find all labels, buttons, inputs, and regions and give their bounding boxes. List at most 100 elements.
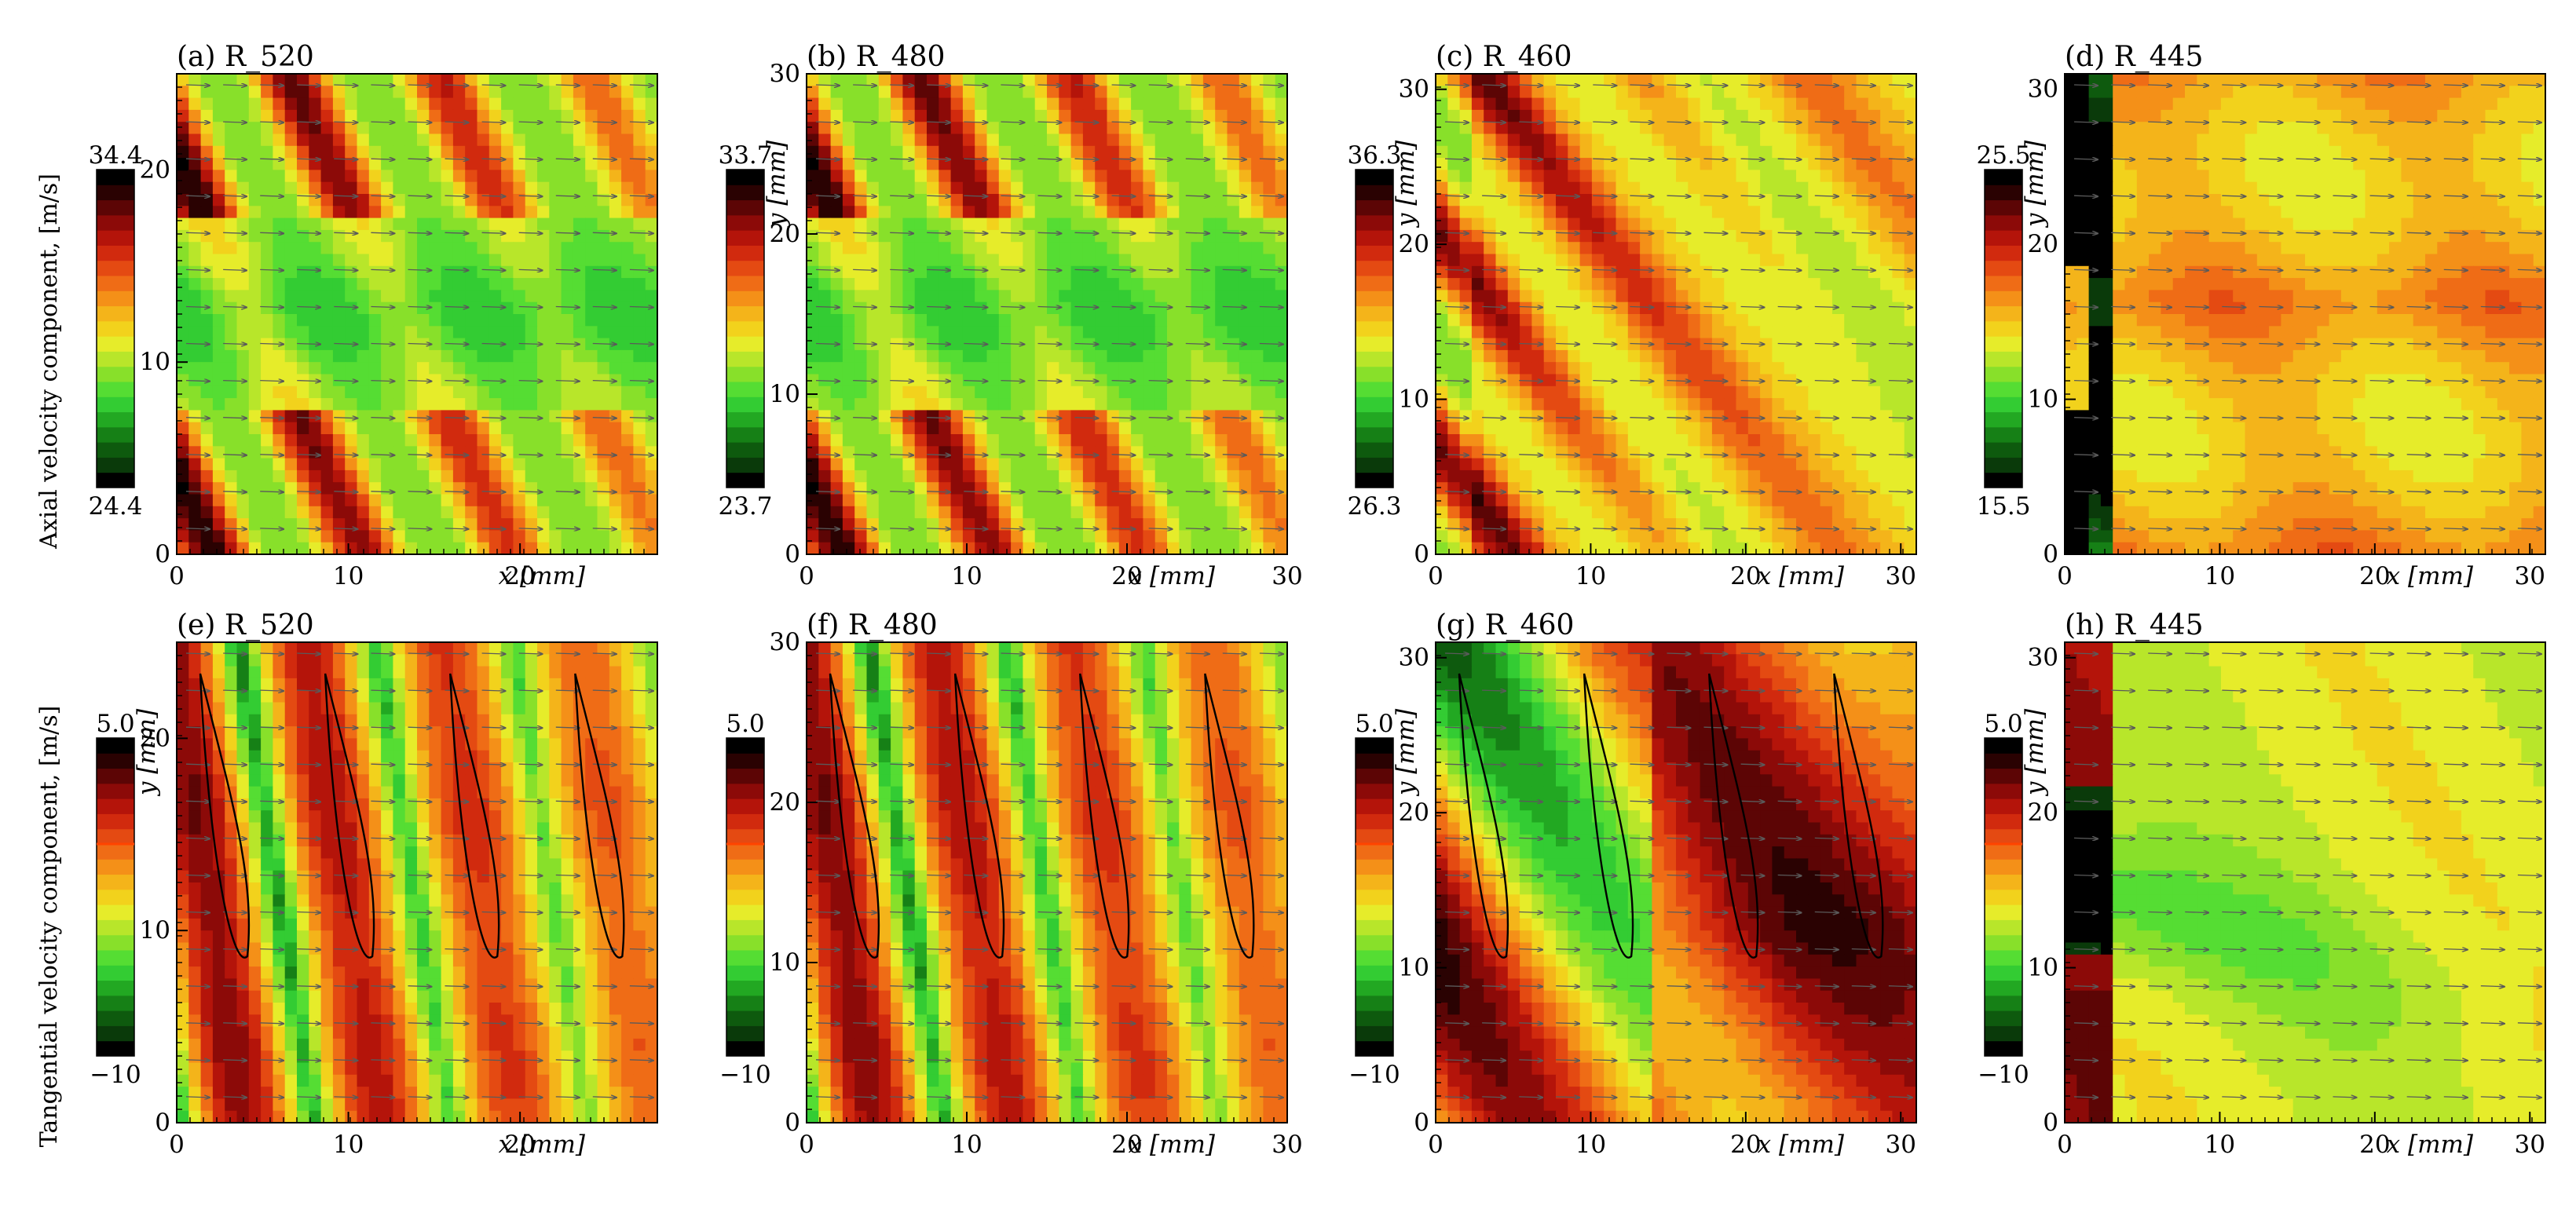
- heatmap-cell: [1191, 170, 1204, 182]
- heatmap-cell: [1796, 110, 1809, 122]
- heatmap-cell: [818, 218, 831, 231]
- heatmap-cell: [1083, 74, 1096, 86]
- heatmap-cell: [1531, 134, 1544, 147]
- heatmap-cell: [1820, 122, 1833, 134]
- heatmap-cell: [1868, 398, 1881, 411]
- heatmap-cell: [489, 506, 502, 519]
- heatmap-cell: [1880, 386, 1893, 399]
- heatmap-cell: [309, 74, 321, 86]
- heatmap-cell: [1676, 398, 1689, 411]
- heatmap-cell: [843, 446, 855, 459]
- heatmap-cell: [927, 122, 939, 134]
- heatmap-cell: [249, 86, 262, 98]
- heatmap-cell: [1179, 146, 1191, 159]
- heatmap-cell: [1143, 530, 1155, 543]
- heatmap-cell: [369, 482, 382, 495]
- heatmap-cell: [1484, 170, 1496, 182]
- heatmap-cell: [489, 362, 502, 374]
- heatmap-cell: [1095, 434, 1107, 447]
- heatmap-cell: [915, 410, 928, 422]
- heatmap-cell: [297, 122, 309, 134]
- heatmap-cell: [309, 98, 321, 111]
- heatmap-cell: [453, 218, 466, 231]
- heatmap-cell: [939, 530, 951, 543]
- heatmap-cell: [381, 362, 393, 374]
- heatmap-cell: [621, 122, 634, 134]
- heatmap-cell: [1167, 206, 1180, 218]
- heatmap-cell: [902, 326, 915, 338]
- heatmap-cell: [429, 350, 441, 363]
- heatmap-cell: [598, 242, 610, 254]
- heatmap-cell: [1047, 530, 1059, 543]
- heatmap-cell: [1796, 422, 1809, 435]
- heatmap-cell: [1580, 302, 1593, 315]
- heatmap-cell: [405, 146, 418, 159]
- heatmap-cell: [1107, 338, 1120, 351]
- heatmap-cell: [333, 242, 346, 254]
- heatmap-cell: [609, 482, 622, 495]
- heatmap-cell: [1143, 278, 1155, 290]
- heatmap-cell: [1023, 98, 1035, 111]
- heatmap-cell: [381, 290, 393, 302]
- heatmap-cell: [963, 182, 975, 195]
- heatmap-cell: [1155, 110, 1168, 122]
- heatmap-cell: [1011, 314, 1023, 327]
- heatmap-cell: [213, 110, 225, 122]
- heatmap-cell: [1095, 362, 1107, 374]
- heatmap-cell: [1460, 230, 1473, 243]
- heatmap-cell: [297, 326, 309, 338]
- heatmap-cell: [1592, 206, 1605, 218]
- heatmap-cell: [1628, 86, 1641, 98]
- heatmap-cell: [1905, 170, 1917, 182]
- y-tick-label: 20: [140, 155, 170, 184]
- heatmap-cell: [1035, 470, 1048, 483]
- heatmap-cell: [1203, 74, 1216, 86]
- heatmap-cell: [1251, 278, 1264, 290]
- heatmap-cell: [393, 459, 405, 471]
- heatmap-cell: [1083, 242, 1096, 254]
- heatmap-cell: [1905, 350, 1917, 363]
- heatmap-cell: [357, 266, 370, 279]
- heatmap-cell: [1215, 434, 1228, 447]
- heatmap-cell: [417, 422, 430, 435]
- heatmap-cell: [1676, 170, 1689, 182]
- heatmap-cell: [1796, 122, 1809, 134]
- heatmap-cell: [1712, 398, 1725, 411]
- heatmap-cell: [1095, 302, 1107, 315]
- heatmap-cell: [1155, 543, 1168, 555]
- heatmap-cell: [1023, 482, 1035, 495]
- heatmap-cell: [249, 422, 262, 435]
- heatmap-cell: [1857, 74, 1869, 86]
- heatmap-cell: [417, 506, 430, 519]
- heatmap-cell: [369, 506, 382, 519]
- heatmap-cell: [345, 74, 357, 86]
- heatmap-cell: [1580, 410, 1593, 422]
- heatmap-cell: [1628, 290, 1641, 302]
- heatmap-cell: [537, 482, 550, 495]
- heatmap-cell: [1011, 206, 1023, 218]
- heatmap-cell: [1868, 314, 1881, 327]
- heatmap-cell: [915, 518, 928, 531]
- heatmap-cell: [188, 495, 201, 507]
- heatmap-cell: [1179, 98, 1191, 111]
- heatmap-cell: [1844, 146, 1857, 159]
- heatmap-cell: [213, 459, 225, 471]
- heatmap-cell: [831, 374, 843, 387]
- heatmap-cell: [1131, 74, 1143, 86]
- heatmap-cell: [1143, 495, 1155, 507]
- heatmap-cell: [1215, 290, 1228, 302]
- heatmap-cell: [573, 182, 586, 195]
- heatmap-cell: [1857, 134, 1869, 147]
- heatmap-cell: [297, 410, 309, 422]
- heatmap-cell: [1167, 146, 1180, 159]
- heatmap-cell: [621, 302, 634, 315]
- heatmap-cell: [1531, 326, 1544, 338]
- heatmap-cell: [1592, 326, 1605, 338]
- heatmap-cell: [309, 482, 321, 495]
- heatmap-cell: [1263, 182, 1275, 195]
- heatmap-cell: [357, 182, 370, 195]
- heatmap-cell: [537, 122, 550, 134]
- heatmap-cell: [1023, 495, 1035, 507]
- heatmap-cell: [1857, 386, 1869, 399]
- heatmap-cell: [951, 398, 964, 411]
